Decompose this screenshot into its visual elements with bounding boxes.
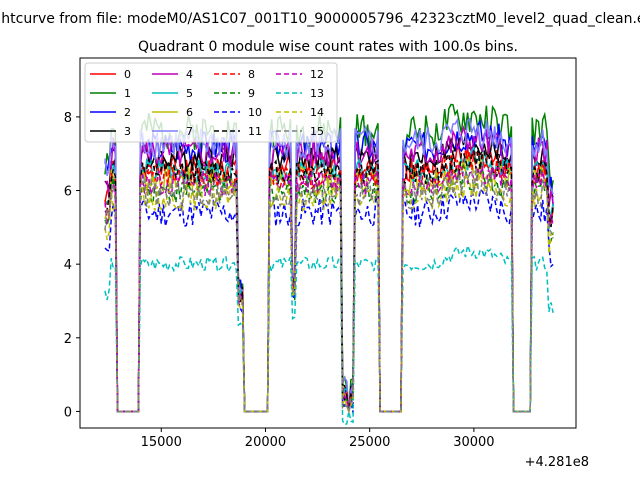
series-line-9 — [104, 163, 554, 413]
legend-label-2: 2 — [124, 106, 131, 119]
chart-title-line2: Quadrant 0 module wise count rates with … — [138, 39, 518, 55]
series-line-12 — [104, 164, 554, 413]
legend-label-11: 11 — [248, 125, 262, 138]
y-tick-label: 6 — [64, 185, 72, 200]
legend-label-13: 13 — [310, 87, 324, 100]
legend-label-8: 8 — [248, 68, 255, 81]
legend-box — [84, 62, 338, 143]
series-line-13 — [104, 242, 554, 426]
legend-label-15: 15 — [310, 125, 324, 138]
plot-frame — [79, 57, 577, 429]
y-tick-label: 4 — [64, 258, 72, 273]
legend-label-3: 3 — [124, 125, 131, 138]
legend-label-5: 5 — [186, 87, 193, 100]
x-axis: 15000 20000 25000 30000 — [141, 428, 495, 450]
series-line-14 — [104, 173, 554, 414]
legend-label-0: 0 — [124, 68, 131, 81]
series-line-10 — [104, 187, 554, 415]
chart-title-line1: Lightcurve from file: modeM0/AS1C07_001T… — [0, 11, 640, 27]
legend-label-7: 7 — [186, 125, 193, 138]
y-axis: 0 2 4 6 8 — [64, 111, 80, 420]
legend-label-14: 14 — [310, 106, 324, 119]
series-line-11 — [104, 147, 554, 413]
legend-label-1: 1 — [124, 87, 131, 100]
legend-label-4: 4 — [186, 68, 193, 81]
y-tick-label: 0 — [64, 405, 72, 420]
x-tick-label: 25000 — [349, 435, 390, 450]
legend-label-12: 12 — [310, 68, 324, 81]
legend-label-6: 6 — [186, 106, 193, 119]
y-tick-label: 8 — [64, 111, 72, 126]
x-tick-label: 30000 — [453, 435, 494, 450]
x-tick-label: 15000 — [141, 435, 182, 450]
series-layer — [104, 103, 554, 426]
legend-label-9: 9 — [248, 87, 255, 100]
series-line-15 — [104, 167, 554, 415]
y-tick-label: 2 — [64, 332, 72, 347]
x-tick-label: 20000 — [245, 435, 286, 450]
x-offset-label: +4.281e8 — [525, 455, 589, 470]
legend-label-10: 10 — [248, 106, 262, 119]
